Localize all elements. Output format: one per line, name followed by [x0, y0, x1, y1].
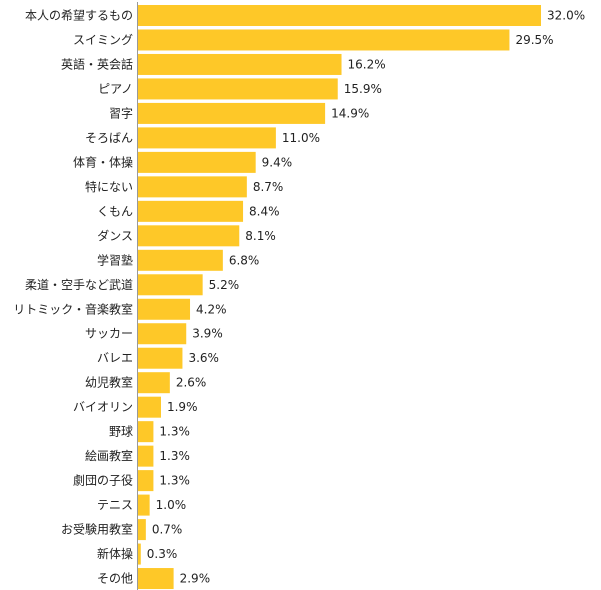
value-label-4: 14.9%: [331, 106, 369, 120]
category-label-8: くもん: [97, 204, 133, 218]
bar-13: [137, 323, 187, 345]
value-label-18: 1.3%: [159, 449, 190, 463]
bar-14: [137, 347, 183, 369]
bar-9: [137, 225, 240, 247]
bar-17: [137, 421, 154, 443]
value-label-1: 29.5%: [515, 33, 553, 47]
bar-5: [137, 127, 276, 149]
value-label-3: 15.9%: [344, 82, 382, 96]
bar-23: [137, 568, 174, 590]
category-label-18: 絵画教室: [85, 448, 133, 463]
bar-2: [137, 53, 342, 75]
value-label-17: 1.3%: [159, 425, 190, 439]
bar-18: [137, 445, 154, 467]
category-label-11: 柔道・空手など武道: [25, 278, 133, 292]
category-label-14: バレエ: [97, 351, 133, 365]
value-label-19: 1.3%: [159, 474, 190, 488]
bar-22: [137, 543, 141, 565]
bar-15: [137, 372, 170, 394]
value-label-21: 0.7%: [152, 523, 183, 537]
category-label-10: 学習塾: [97, 252, 133, 267]
bar-21: [137, 519, 146, 541]
category-label-9: ダンス: [97, 228, 133, 243]
value-label-14: 3.6%: [188, 351, 219, 365]
value-label-12: 4.2%: [196, 302, 227, 316]
bar-6: [137, 151, 256, 173]
value-label-9: 8.1%: [245, 229, 276, 243]
category-label-21: お受験用教室: [61, 522, 133, 537]
bar-3: [137, 78, 338, 100]
category-label-17: 野球: [109, 425, 133, 439]
bar-11: [137, 274, 203, 296]
value-label-22: 0.3%: [147, 547, 178, 561]
category-label-22: 新体操: [97, 546, 133, 561]
category-label-16: バイオリン: [73, 400, 133, 414]
category-label-13: サッカー: [85, 327, 133, 341]
value-label-0: 32.0%: [547, 9, 585, 23]
bar-4: [137, 102, 326, 124]
value-label-13: 3.9%: [192, 327, 223, 341]
value-labels: 32.0% 29.5% 16.2% 15.9% 14.9% 11.0% 9.4% 8.7% 8.…: [147, 9, 585, 586]
category-label-3: ピアノ: [98, 82, 133, 96]
category-label-23: その他: [97, 572, 133, 586]
bar-19: [137, 470, 154, 492]
category-label-1: スイミング: [73, 33, 133, 47]
category-label-4: 習字: [109, 105, 133, 120]
bars-group: [137, 5, 541, 590]
bar-0: [137, 5, 541, 26]
bar-7: [137, 176, 247, 198]
value-label-8: 8.4%: [249, 204, 279, 218]
value-label-6: 9.4%: [262, 155, 293, 169]
category-label-15: 幼児教室: [85, 375, 133, 390]
category-label-6: 体育・体操: [73, 154, 133, 169]
bar-16: [137, 396, 161, 418]
category-label-2: 英語・英会話: [61, 56, 133, 71]
category-label-5: そろばん: [85, 131, 133, 145]
category-labels: 本人の希望するものスイミング英語・英会話ピアノ習字そろばん体育・体操特にないくも…: [13, 8, 133, 586]
category-label-12: リトミック・音楽教室: [13, 301, 133, 316]
category-label-7: 特にない: [85, 179, 133, 194]
value-label-23: 2.9%: [180, 572, 211, 586]
category-label-19: 劇団の子役: [73, 473, 133, 488]
category-label-0: 本人の希望するもの: [25, 8, 133, 23]
value-label-11: 5.2%: [209, 278, 240, 292]
bar-8: [137, 200, 244, 222]
value-label-16: 1.9%: [167, 400, 198, 414]
value-label-2: 16.2%: [348, 57, 386, 71]
value-label-20: 1.0%: [156, 498, 187, 512]
bar-20: [137, 494, 150, 516]
value-label-7: 8.7%: [253, 180, 284, 194]
category-label-20: テニス: [97, 498, 133, 512]
bar-10: [137, 249, 223, 271]
bar-12: [137, 298, 191, 320]
value-label-15: 2.6%: [176, 376, 207, 390]
value-label-5: 11.0%: [282, 131, 320, 145]
value-label-10: 6.8%: [229, 253, 260, 267]
bar-1: [137, 29, 510, 51]
